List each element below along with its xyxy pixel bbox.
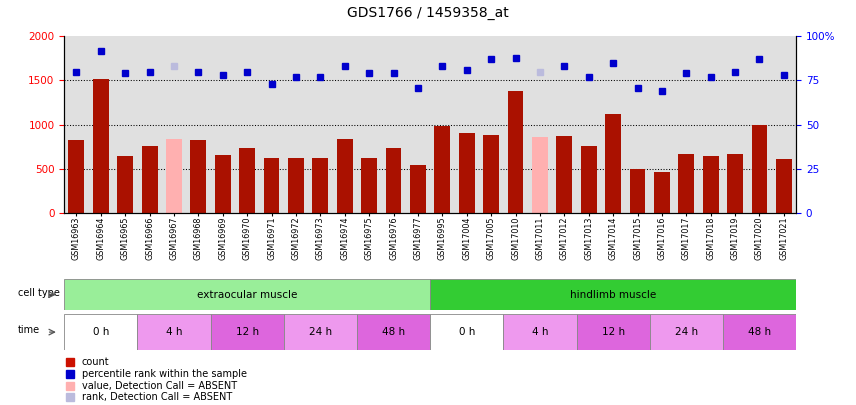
Bar bbox=[357, 314, 430, 350]
Bar bbox=[190, 141, 206, 213]
Bar bbox=[556, 136, 573, 213]
Bar bbox=[92, 79, 109, 213]
Bar bbox=[577, 314, 650, 350]
Bar bbox=[117, 156, 134, 213]
Bar bbox=[410, 165, 426, 213]
Text: percentile rank within the sample: percentile rank within the sample bbox=[81, 369, 247, 379]
Bar bbox=[430, 314, 503, 350]
Bar bbox=[532, 137, 548, 213]
Bar bbox=[264, 158, 280, 213]
Bar bbox=[654, 172, 670, 213]
Bar bbox=[430, 279, 796, 310]
Bar bbox=[288, 158, 304, 213]
Bar bbox=[722, 314, 796, 350]
Bar bbox=[580, 146, 597, 213]
Bar bbox=[385, 148, 401, 213]
Text: 12 h: 12 h bbox=[235, 327, 259, 337]
Text: 48 h: 48 h bbox=[382, 327, 405, 337]
Text: extraocular muscle: extraocular muscle bbox=[197, 290, 297, 300]
Bar bbox=[727, 154, 743, 213]
Text: cell type: cell type bbox=[18, 288, 60, 298]
Bar bbox=[508, 91, 524, 213]
Text: 0 h: 0 h bbox=[92, 327, 109, 337]
Bar bbox=[629, 168, 645, 213]
Bar bbox=[239, 148, 255, 213]
Text: hindlimb muscle: hindlimb muscle bbox=[570, 290, 657, 300]
Bar bbox=[215, 156, 231, 213]
Bar bbox=[483, 135, 499, 213]
Bar bbox=[64, 314, 137, 350]
Text: count: count bbox=[81, 357, 110, 367]
Text: 24 h: 24 h bbox=[309, 327, 332, 337]
Bar bbox=[141, 146, 158, 213]
Bar bbox=[434, 126, 450, 213]
Text: 12 h: 12 h bbox=[602, 327, 625, 337]
Bar bbox=[68, 141, 85, 213]
Bar bbox=[503, 314, 577, 350]
Text: 0 h: 0 h bbox=[459, 327, 475, 337]
Text: GDS1766 / 1459358_at: GDS1766 / 1459358_at bbox=[348, 6, 508, 20]
Text: value, Detection Call = ABSENT: value, Detection Call = ABSENT bbox=[81, 381, 236, 390]
Text: 4 h: 4 h bbox=[166, 327, 182, 337]
Bar bbox=[752, 126, 768, 213]
Bar bbox=[283, 314, 357, 350]
Bar bbox=[459, 133, 475, 213]
Bar bbox=[703, 156, 719, 213]
Bar bbox=[650, 314, 722, 350]
Bar bbox=[211, 314, 283, 350]
Bar bbox=[776, 159, 792, 213]
Text: 24 h: 24 h bbox=[675, 327, 698, 337]
Bar bbox=[312, 158, 329, 213]
Bar bbox=[605, 114, 621, 213]
Bar bbox=[678, 153, 694, 213]
Bar bbox=[361, 158, 377, 213]
Bar bbox=[64, 279, 430, 310]
Bar bbox=[336, 139, 353, 213]
Text: time: time bbox=[18, 325, 40, 335]
Text: rank, Detection Call = ABSENT: rank, Detection Call = ABSENT bbox=[81, 392, 232, 402]
Bar bbox=[166, 139, 182, 213]
Text: 48 h: 48 h bbox=[748, 327, 771, 337]
Text: 4 h: 4 h bbox=[532, 327, 548, 337]
Bar bbox=[137, 314, 211, 350]
